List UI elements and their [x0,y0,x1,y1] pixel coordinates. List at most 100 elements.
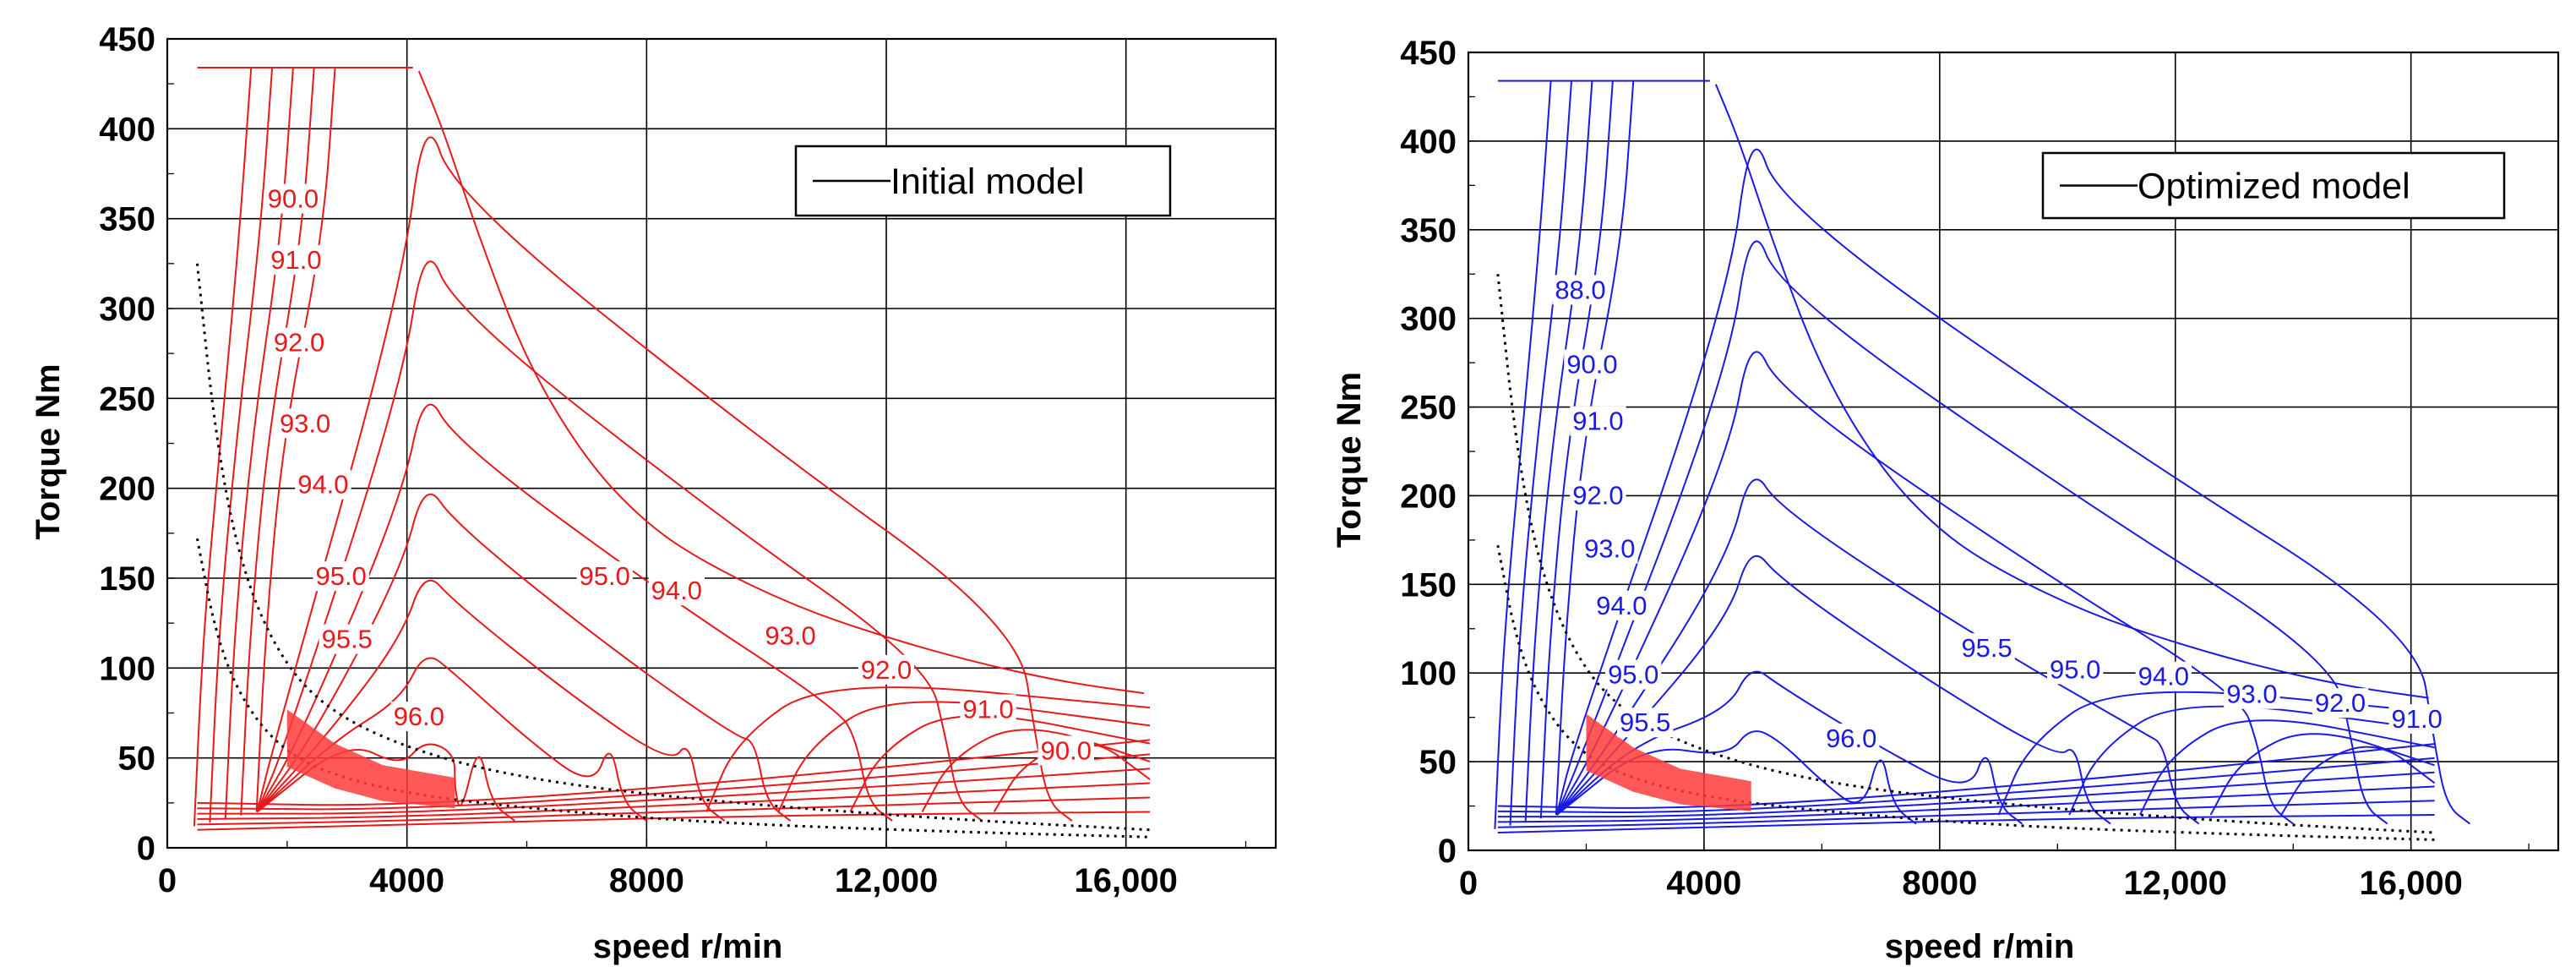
legend: Initial model [794,145,1172,217]
contour-line [1494,80,1552,829]
legend-label: Optimized model [2138,167,2410,207]
efficiency-label: 91.0 [1572,407,1623,436]
efficiency-label-bg [1552,275,1609,305]
efficiency-label: 91.0 [2391,704,2442,734]
y-tick-label: 50 [118,740,156,778]
chart-panel-2: 88.0 90.0 91.0 92.0 93.0 94.0 95.0 95.5 96.0 95.5… [1331,35,2560,965]
efficiency-label-bg [1570,406,1626,436]
x-tick-label: 8000 [1902,865,1977,902]
efficiency-label: 95.0 [315,561,366,591]
y-tick-label: 0 [1438,833,1457,870]
efficiency-label-bg [2388,704,2445,735]
efficiency-label-bg [1593,590,1650,620]
contour-line [2209,733,2435,816]
contour-line [197,768,1151,815]
efficiency-label: 94.0 [297,470,348,500]
contour-line [1555,80,1635,816]
efficiency-label-bg [1582,533,1638,564]
contour-line [1497,814,2435,834]
efficiency-label: 95.5 [322,625,373,654]
efficiency-label-bg [1564,349,1620,380]
torque-envelope-right [417,70,1145,695]
contour-line [224,67,294,820]
efficiency-label-bg [648,576,705,606]
efficiency-label-bg [276,408,334,439]
efficiency-label: 93.0 [765,620,815,650]
efficiency-label: 94.0 [651,576,702,605]
efficiency-label: 92.0 [1572,481,1623,511]
contour-line [777,701,1151,812]
contour-line [1997,691,2435,816]
contour-line [197,739,1151,806]
efficiency-label-bg [1570,480,1626,511]
efficiency-label: 95.0 [580,561,630,591]
contour-line [1497,800,2435,828]
efficiency-label: 92.0 [2315,688,2366,718]
efficiency-label-bg [2047,654,2104,685]
dotted-curve-upper [195,263,1151,832]
contour-line [256,136,1073,822]
efficiency-label: 92.0 [274,328,324,358]
contour-line [256,579,726,822]
y-tick-label: 300 [1400,301,1457,338]
contour-line [1497,785,2435,823]
x-axis-label: speed r/min [593,928,783,965]
contour-line [921,729,1151,812]
contour-line [1555,351,2294,825]
torque-envelope-right [1714,84,2429,699]
y-tick-label: 400 [99,111,155,148]
x-tick-label: 0 [1459,865,1478,902]
efficiency-label-bg [576,561,633,592]
contour-line [2280,746,2436,816]
efficiency-label-bg [264,183,322,214]
efficiency-label-bg [2312,688,2369,718]
efficiency-label-bg [960,694,1016,724]
x-tick-label: 12,000 [2124,865,2227,902]
dotted-curve-lower [1496,544,2435,841]
contour-line [197,811,1151,831]
efficiency-label-bg [295,469,351,500]
chart-panel-1: 90.0 91.0 92.0 93.0 94.0 95.0 95.5 96.0 95.0 94.0… [30,21,1277,965]
x-tick-label: 12,000 [835,862,938,899]
efficiency-label: 94.0 [2138,662,2189,691]
operating-region [1586,713,1751,811]
x-tick-label: 0 [158,862,177,899]
efficiency-label: 95.5 [1620,707,1670,737]
efficiency-label: 93.0 [2226,680,2277,709]
efficiency-label-bg [2224,679,2280,709]
efficiency-label: 96.0 [394,702,444,731]
efficiency-label: 90.0 [268,184,319,214]
y-axis-label: Torque Nm [1331,372,1368,548]
x-tick-label: 16,000 [2360,865,2463,902]
y-tick-label: 450 [1400,35,1457,72]
contour-line [240,67,315,816]
contour-line [705,686,1151,812]
efficiency-label: 95.5 [1961,633,2012,663]
operating-region [286,709,455,809]
contour-line [255,67,336,812]
efficiency-label-bg [319,624,375,654]
efficiency-label-bg [1823,724,1880,754]
x-tick-label: 4000 [1666,865,1741,902]
efficiency-label-bg [2135,661,2192,691]
efficiency-label-bg [1617,707,1674,738]
y-tick-label: 100 [1400,655,1457,692]
contour-line [1555,670,2023,825]
y-tick-label: 200 [99,471,155,508]
y-tick-label: 0 [137,830,155,867]
legend-label: Initial model [890,161,1084,202]
contour-line [193,67,253,827]
efficiency-label-bg [313,561,369,592]
contour-line [1509,80,1573,826]
efficiency-label-bg [1037,735,1094,766]
y-tick-label: 400 [1400,123,1457,161]
x-tick-label: 16,000 [1075,862,1178,899]
y-tick-label: 100 [99,650,155,687]
efficiency-label-bg [1958,633,2015,664]
y-tick-label: 150 [1400,566,1457,604]
efficiency-label: 91.0 [270,245,321,275]
efficiency-label: 90.0 [1566,349,1617,379]
efficiency-label-bg [268,244,324,275]
y-axis-label: Torque Nm [30,363,67,539]
